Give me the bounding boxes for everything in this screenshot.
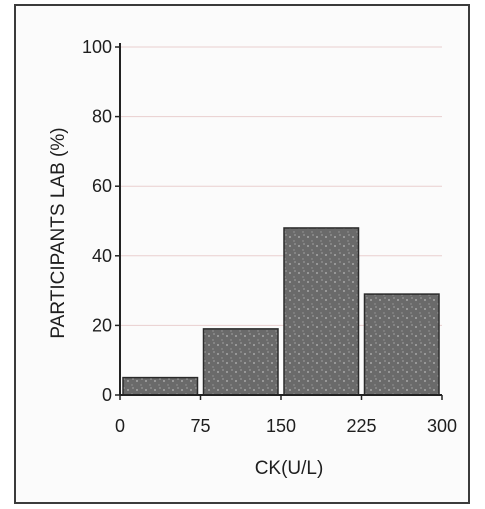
bar-150-225 — [283, 227, 360, 396]
y-axis-ticks: 0 20 40 60 80 100 — [82, 37, 120, 405]
x-axis-title: CK(U/L) — [255, 458, 324, 479]
y-tick-label-80: 80 — [92, 107, 112, 127]
bars — [122, 227, 440, 396]
y-tick-label-100: 100 — [82, 37, 112, 57]
bar-75-150 — [202, 328, 279, 396]
x-tick-label-75: 75 — [190, 416, 210, 436]
x-tick-label-0: 0 — [115, 416, 125, 436]
y-tick-label-40: 40 — [92, 246, 112, 266]
x-axis-ticks: 0 75 150 225 300 — [115, 395, 457, 436]
bar-225-300 — [363, 293, 440, 396]
x-tick-label-150: 150 — [266, 416, 296, 436]
y-tick-label-20: 20 — [92, 315, 112, 335]
bar-0-75 — [122, 376, 199, 396]
y-tick-label-60: 60 — [92, 176, 112, 196]
grid-lines — [120, 46, 442, 326]
y-tick-label-0: 0 — [102, 385, 112, 405]
chart-frame — [14, 4, 470, 504]
x-tick-label-225: 225 — [346, 416, 376, 436]
x-tick-label-300: 300 — [427, 416, 457, 436]
y-axis-title: PARTICIPANTS LAB (%) — [48, 127, 69, 338]
